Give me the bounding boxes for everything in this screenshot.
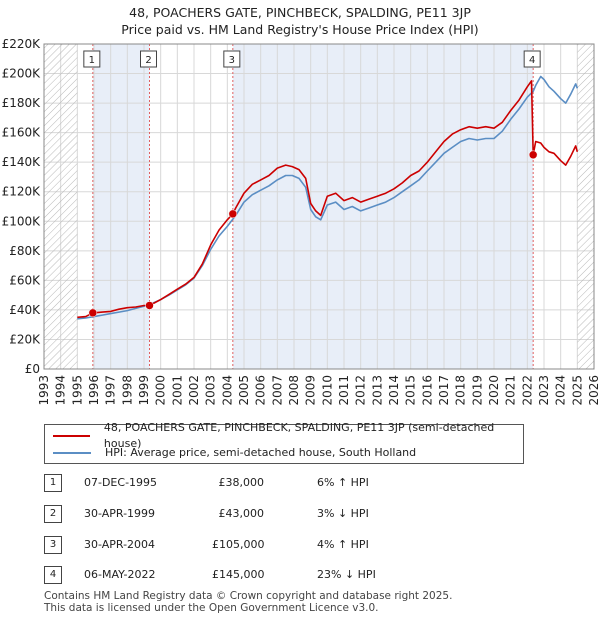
x-tick-label: 2021 xyxy=(504,375,518,406)
sale-point xyxy=(228,209,238,219)
transaction-delta: 4% ↑ HPI xyxy=(317,538,369,551)
x-tick-label: 2014 xyxy=(387,375,401,406)
transaction-number: 4 xyxy=(44,566,62,584)
y-tick-label: £160K xyxy=(2,126,42,140)
attribution-line-2: This data is licensed under the Open Gov… xyxy=(44,602,379,614)
y-tick-label: £80K xyxy=(9,244,41,258)
x-tick-label: 2024 xyxy=(554,375,568,406)
x-tick-label: 1993 xyxy=(37,375,51,406)
sale-label-box xyxy=(523,50,541,68)
x-tick-label: 2023 xyxy=(537,375,551,406)
sale-point xyxy=(88,308,98,318)
x-tick-label: 2009 xyxy=(304,375,318,406)
x-tick-label: 1994 xyxy=(54,375,68,406)
transaction-date: 30-APR-1999 xyxy=(84,507,156,520)
y-tick-label: £180K xyxy=(2,96,42,110)
price-chart: 1 2 3 4 £0 £20K £40K £60K £80K £100K £120K £140K £1… xyxy=(2,37,600,406)
y-tick-label: £60K xyxy=(9,273,41,287)
title-line-1: 48, POACHERS GATE, PINCHBECK, SPALDING, … xyxy=(129,5,471,20)
plot-frame xyxy=(43,43,595,370)
x-tick-label: 2008 xyxy=(287,375,301,406)
attribution: Contains HM Land Registry data © Crown c… xyxy=(44,590,452,614)
chart-title: 48, POACHERS GATE, PINCHBECK, SPALDING, … xyxy=(0,4,600,38)
sale-label: 3 xyxy=(229,55,235,66)
y-tick-label: £220K xyxy=(2,37,42,51)
sale-label: 1 xyxy=(89,55,95,66)
transaction-date: 07-DEC-1995 xyxy=(84,476,158,489)
transaction-delta: 6% ↑ HPI xyxy=(317,476,369,489)
legend-swatch-hpi xyxy=(53,452,91,454)
x-tick-label: 2018 xyxy=(454,375,468,406)
sale-point xyxy=(145,301,154,310)
y-tick-label: £200K xyxy=(2,67,42,81)
legend-label-hpi: HPI: Average price, semi-detached house,… xyxy=(105,446,417,459)
attribution-line-1: Contains HM Land Registry data © Crown c… xyxy=(44,590,453,602)
transaction-price: £43,000 xyxy=(218,507,265,520)
x-tick-label: 2005 xyxy=(237,375,251,406)
transaction-price: £105,000 xyxy=(212,538,265,551)
x-tick-label: 2010 xyxy=(320,375,334,406)
transaction-price: £145,000 xyxy=(212,568,265,581)
x-tick-label: 1999 xyxy=(137,375,151,406)
legend-label-property: 48, POACHERS GATE, PINCHBECK, SPALDING, … xyxy=(103,421,495,450)
series-line xyxy=(77,80,579,319)
x-tick-label: 2025 xyxy=(570,375,584,406)
sale-label: 2 xyxy=(145,55,151,66)
x-tick-label: 2002 xyxy=(187,375,201,406)
x-tick-label: 2000 xyxy=(154,375,168,406)
transaction-date: 30-APR-2004 xyxy=(84,538,156,551)
x-tick-label: 1998 xyxy=(120,375,134,406)
x-tick-label: 1996 xyxy=(87,375,101,406)
legend: 48, POACHERS GATE, PINCHBECK, SPALDING, … xyxy=(44,421,524,464)
x-tick-label: 2001 xyxy=(170,375,184,406)
y-tick-label: £0 xyxy=(25,362,40,376)
x-tick-label: 2007 xyxy=(270,375,284,406)
hatched-area xyxy=(577,44,594,369)
transaction-number: 1 xyxy=(44,474,62,492)
sale-label-box xyxy=(223,50,241,68)
transaction-delta: 3% ↓ HPI xyxy=(317,507,369,520)
transaction-price: £38,000 xyxy=(218,476,265,489)
title-line-2: Price paid vs. HM Land Registry's House … xyxy=(121,22,479,37)
x-tick-label: 2013 xyxy=(370,375,384,406)
x-tick-label: 2004 xyxy=(220,375,234,406)
x-tick-label: 1997 xyxy=(104,375,118,406)
sale-point xyxy=(528,150,538,160)
x-tick-label: 2019 xyxy=(470,375,484,406)
sale-label-box xyxy=(83,50,101,68)
sale-label: 4 xyxy=(529,55,535,66)
y-tick-label: £140K xyxy=(2,155,42,169)
sale-label-box xyxy=(140,50,157,68)
x-tick-label: 2011 xyxy=(337,375,351,406)
transaction-delta: 23% ↓ HPI xyxy=(317,568,376,581)
legend-item-property: 48, POACHERS GATE, PINCHBECK, SPALDING, … xyxy=(53,421,523,450)
shaded-period xyxy=(92,44,150,369)
hatched-area xyxy=(44,44,78,369)
y-tick-label: £40K xyxy=(9,303,41,317)
transaction-number: 2 xyxy=(44,505,62,523)
legend-item-hpi: HPI: Average price, semi-detached house,… xyxy=(53,445,416,461)
x-tick-label: 2020 xyxy=(487,375,501,406)
x-tick-label: 2006 xyxy=(254,375,268,406)
x-tick-label: 2016 xyxy=(420,375,434,406)
x-tick-label: 2015 xyxy=(404,375,418,406)
x-tick-label: 2017 xyxy=(437,375,451,406)
y-tick-label: £20K xyxy=(9,332,41,346)
y-tick-label: £100K xyxy=(2,214,42,228)
transaction-number: 3 xyxy=(44,536,62,554)
x-tick-label: 2026 xyxy=(587,375,600,406)
x-tick-label: 1995 xyxy=(70,375,84,406)
legend-swatch-property xyxy=(53,435,90,437)
y-tick-label: £120K xyxy=(2,185,42,199)
x-tick-label: 2012 xyxy=(354,375,368,406)
x-tick-label: 2022 xyxy=(520,375,534,406)
shaded-period xyxy=(232,44,534,369)
x-tick-label: 2003 xyxy=(204,375,218,406)
transaction-date: 06-MAY-2022 xyxy=(84,568,156,581)
